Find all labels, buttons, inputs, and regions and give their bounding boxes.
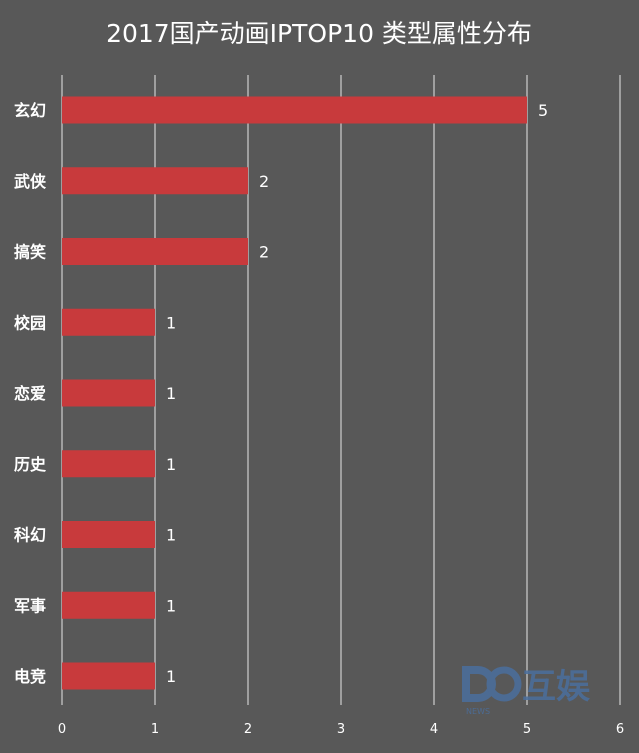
bar <box>62 591 155 619</box>
logo-ring-icon <box>486 666 522 702</box>
bar <box>62 167 248 195</box>
bar <box>62 238 248 265</box>
bar <box>62 521 155 548</box>
data-label: 1 <box>166 596 176 615</box>
x-axis-tick-labels: 0 1 2 3 4 5 6 <box>58 722 624 737</box>
category-label: 恋爱 <box>14 384 46 403</box>
x-tick-label: 1 <box>151 722 159 737</box>
category-label: 搞笑 <box>14 243 46 262</box>
bar <box>62 96 527 124</box>
watermark-logo: NEWS 互娱 <box>462 666 590 716</box>
bar <box>62 379 155 407</box>
data-label: 2 <box>259 172 269 191</box>
category-label: 武侠 <box>14 172 47 191</box>
x-tick-label: 3 <box>337 722 345 737</box>
bar <box>62 450 155 478</box>
logo-d-icon <box>462 666 496 702</box>
data-label: 1 <box>166 455 176 474</box>
bar <box>62 662 155 690</box>
data-label: 5 <box>538 101 548 120</box>
category-label: 校园 <box>14 313 46 332</box>
watermark-brand: 互娱 <box>522 667 590 707</box>
data-label: 1 <box>166 526 176 545</box>
x-tick-label: 6 <box>616 722 624 737</box>
category-label: 军事 <box>14 596 46 615</box>
x-tick-label: 2 <box>244 722 252 737</box>
bar <box>62 308 155 336</box>
x-tick-label: 5 <box>523 722 531 737</box>
bars <box>62 96 527 690</box>
x-tick-label: 4 <box>430 722 438 737</box>
category-label: 历史 <box>14 455 47 474</box>
watermark-sub: NEWS <box>466 707 490 716</box>
data-labels: 5 2 2 1 1 1 1 1 1 <box>166 101 548 686</box>
category-label: 科幻 <box>14 526 46 545</box>
category-label: 玄幻 <box>14 101 46 120</box>
category-label: 电竞 <box>14 667 46 686</box>
data-label: 2 <box>259 243 269 262</box>
data-label: 1 <box>166 667 176 686</box>
data-label: 1 <box>166 313 176 332</box>
chart-title: 2017国产动画IPTOP10 类型属性分布 <box>106 19 532 48</box>
x-tick-label: 0 <box>58 722 66 737</box>
data-label: 1 <box>166 384 176 403</box>
